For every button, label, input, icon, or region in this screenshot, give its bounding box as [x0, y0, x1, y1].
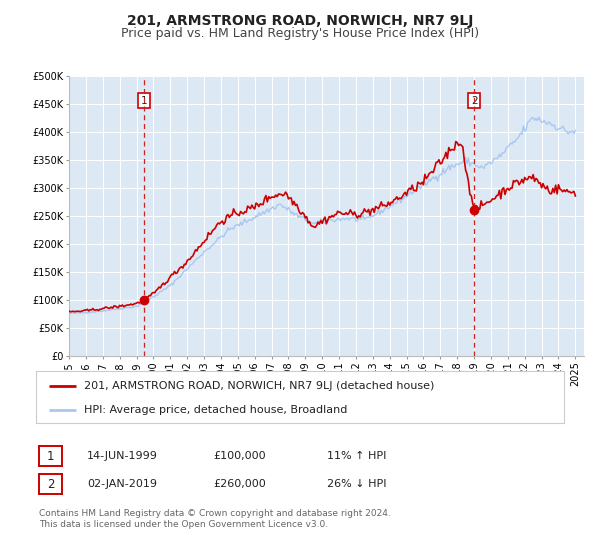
- Text: 2: 2: [47, 478, 54, 491]
- Text: 1: 1: [141, 96, 148, 106]
- Text: 1: 1: [47, 450, 54, 463]
- Text: £260,000: £260,000: [213, 479, 266, 489]
- Text: HPI: Average price, detached house, Broadland: HPI: Average price, detached house, Broa…: [83, 405, 347, 415]
- Text: 201, ARMSTRONG ROAD, NORWICH, NR7 9LJ: 201, ARMSTRONG ROAD, NORWICH, NR7 9LJ: [127, 14, 473, 28]
- Text: Contains HM Land Registry data © Crown copyright and database right 2024.: Contains HM Land Registry data © Crown c…: [39, 509, 391, 518]
- Text: 201, ARMSTRONG ROAD, NORWICH, NR7 9LJ (detached house): 201, ARMSTRONG ROAD, NORWICH, NR7 9LJ (d…: [83, 381, 434, 391]
- Text: 2: 2: [471, 96, 478, 106]
- Text: £100,000: £100,000: [213, 451, 266, 461]
- Text: 26% ↓ HPI: 26% ↓ HPI: [327, 479, 386, 489]
- Text: 11% ↑ HPI: 11% ↑ HPI: [327, 451, 386, 461]
- Text: 14-JUN-1999: 14-JUN-1999: [87, 451, 158, 461]
- Text: Price paid vs. HM Land Registry's House Price Index (HPI): Price paid vs. HM Land Registry's House …: [121, 27, 479, 40]
- Text: 02-JAN-2019: 02-JAN-2019: [87, 479, 157, 489]
- Text: This data is licensed under the Open Government Licence v3.0.: This data is licensed under the Open Gov…: [39, 520, 328, 529]
